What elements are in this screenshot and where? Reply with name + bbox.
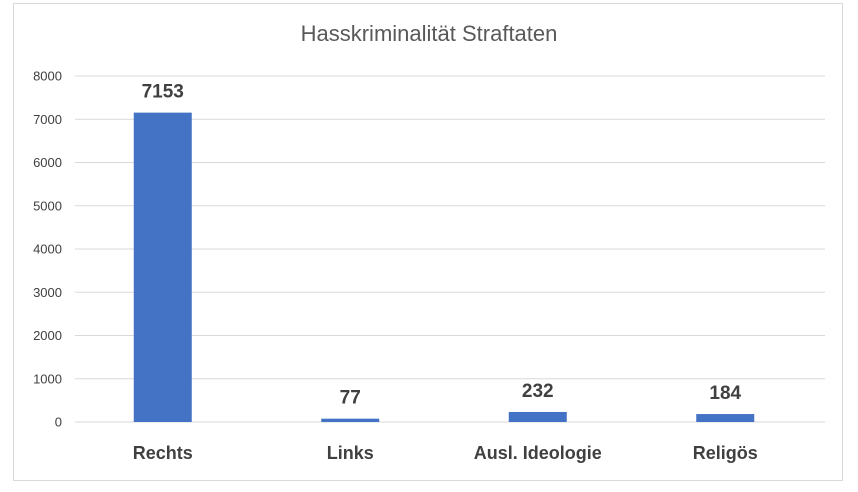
chart-title: Hasskriminalität Straftaten (301, 21, 558, 46)
x-tick-label: Links (327, 443, 374, 463)
bars (133, 112, 755, 422)
y-tick-label: 2000 (33, 328, 62, 343)
bar (508, 411, 567, 422)
data-label: 232 (522, 381, 554, 402)
y-tick-label: 1000 (33, 371, 62, 386)
data-label: 77 (340, 388, 361, 409)
y-tick-label: 8000 (33, 69, 62, 84)
bar (696, 414, 755, 422)
y-tick-label: 3000 (33, 285, 62, 300)
x-tick-label: Religös (693, 443, 758, 463)
data-label: 7153 (142, 82, 184, 103)
x-tick-label: Rechts (133, 443, 193, 463)
y-tick-label: 5000 (33, 198, 62, 213)
y-tick-label: 6000 (33, 155, 62, 170)
y-tick-label: 0 (55, 415, 62, 430)
y-axis-ticks: 0 1000 2000 3000 4000 5000 6000 7000 8000 (33, 69, 62, 430)
bar (133, 112, 192, 422)
x-axis-ticks: Rechts Links Ausl. Ideologie Religös (133, 443, 758, 463)
bar (321, 418, 380, 422)
x-tick-label: Ausl. Ideologie (474, 443, 602, 463)
data-labels: 7153 77 232 184 (142, 82, 742, 409)
y-tick-label: 4000 (33, 242, 62, 257)
y-tick-label: 7000 (33, 112, 62, 127)
data-label: 184 (709, 383, 741, 404)
